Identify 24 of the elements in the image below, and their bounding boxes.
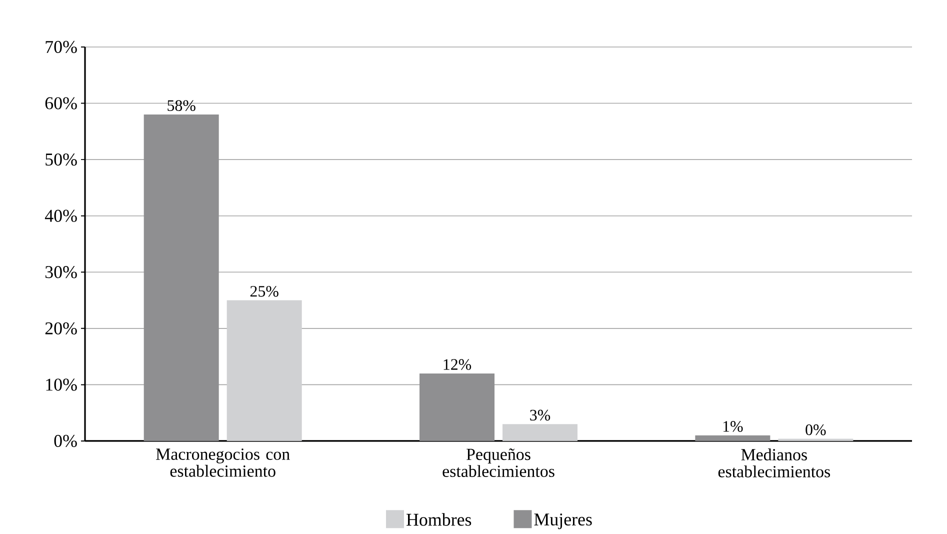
bar <box>420 373 495 441</box>
y-tick-label: 20% <box>45 322 77 334</box>
y-tick-label: 70% <box>46 40 77 54</box>
y-tick-label: 60% <box>45 97 77 110</box>
y-tick-label: 10% <box>46 378 77 391</box>
bar <box>695 435 770 441</box>
data-label: 25% <box>250 286 278 297</box>
data-label: 3% <box>530 410 550 421</box>
y-tick-label: 50% <box>46 153 77 166</box>
x-tick-label: Macronegocios con establecimiento <box>156 448 290 477</box>
bar <box>502 424 578 441</box>
x-tick-label: Pequeños establecimientos <box>442 448 554 478</box>
legend-label: Mujeres <box>534 513 592 530</box>
data-label: 0% <box>806 424 826 436</box>
y-tick-label: 0% <box>54 434 77 448</box>
y-tick-label: 40% <box>44 210 77 222</box>
y-tick-label: 30% <box>45 266 77 278</box>
bar <box>226 300 302 441</box>
data-label: 58% <box>168 100 196 112</box>
x-tick-label: Medianos establecimientos <box>718 448 830 478</box>
data-label: 12% <box>444 359 472 370</box>
bar <box>144 114 219 441</box>
data-label: 1% <box>723 421 743 432</box>
legend-label: Hombres <box>406 513 472 526</box>
